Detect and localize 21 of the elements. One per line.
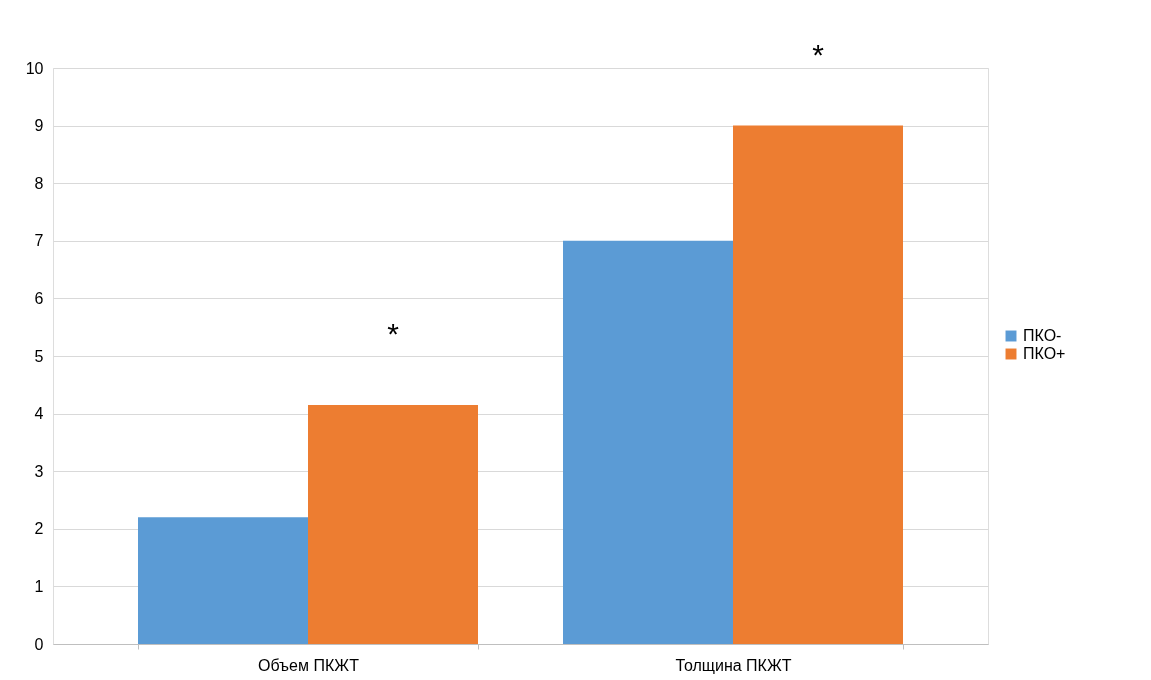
bar xyxy=(733,125,903,644)
bar xyxy=(138,517,308,644)
y-tick-label: 8 xyxy=(34,174,44,192)
x-tick-label: Объем ПКЖТ xyxy=(258,656,360,674)
y-tick-label: 5 xyxy=(34,347,44,365)
y-tick-label: 9 xyxy=(34,117,44,135)
y-tick-label: 1 xyxy=(34,577,44,595)
y-tick-label: 6 xyxy=(34,289,44,307)
bar xyxy=(563,240,733,644)
bar xyxy=(308,404,478,644)
annotation: * xyxy=(387,316,400,350)
legend-label: ПКО+ xyxy=(1023,345,1066,362)
legend-label: ПКО- xyxy=(1023,327,1062,344)
y-tick-label: 3 xyxy=(34,462,44,480)
y-tick-label: 7 xyxy=(34,232,44,250)
y-tick-label: 2 xyxy=(34,520,44,538)
y-tick-label: 0 xyxy=(34,635,44,653)
y-tick-label: 4 xyxy=(34,405,44,423)
x-tick-label: Толщина ПКЖТ xyxy=(675,656,792,674)
y-tick-label: 10 xyxy=(25,59,44,77)
annotation: * xyxy=(812,37,825,71)
